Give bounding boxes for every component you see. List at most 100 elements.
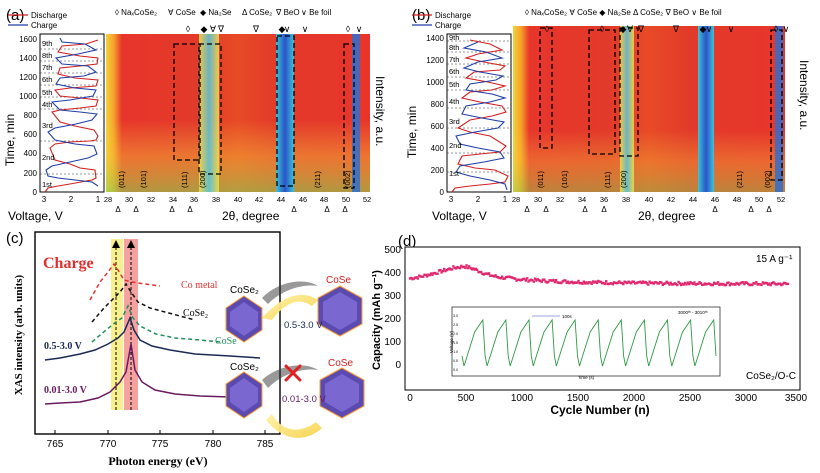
capacity-point — [610, 282, 613, 285]
inset-y-tick: 0.5 — [453, 359, 458, 363]
capacity-point — [757, 283, 761, 286]
capacity-point — [422, 275, 425, 278]
capacity-point — [781, 283, 784, 286]
panel-b-cycle-labels: 1st 2nd 3rd 4th 5th 6th 7th 8th 9th — [449, 33, 462, 178]
theta-tick: 40 — [645, 195, 653, 204]
capacity-point — [769, 283, 772, 287]
capacity-point — [674, 282, 678, 286]
capacity-point — [587, 281, 591, 284]
theta-tick: 32 — [147, 195, 155, 204]
x-tick: 2500 — [679, 393, 702, 404]
capacity-point — [511, 276, 514, 279]
capacity-point — [568, 281, 571, 285]
capacity-point — [552, 278, 555, 282]
scheme-arrow-bottom — [266, 414, 322, 438]
cycle-label: 2nd — [42, 153, 55, 162]
miller-index: (200) — [198, 170, 207, 188]
capacity-point — [487, 272, 491, 275]
panel-a-voltage-label: Voltage, V — [8, 209, 63, 223]
x-tick: 775 — [152, 439, 169, 450]
capacity-point — [719, 282, 722, 286]
svg-text:∀: ∀ — [210, 24, 217, 34]
cycle-label: 6th — [42, 75, 52, 84]
capacity-point — [483, 272, 487, 275]
capacity-point — [760, 283, 763, 287]
crystal-cose2-top — [225, 295, 263, 343]
capacity-point — [514, 277, 517, 280]
capacity-point — [541, 278, 545, 281]
inset-y-tick: 1.0 — [453, 350, 458, 354]
capacity-point — [647, 283, 650, 286]
svg-text:Δ: Δ — [524, 205, 530, 214]
capacity-point — [448, 267, 451, 270]
capacity-point — [612, 281, 616, 284]
capacity-point — [784, 282, 787, 285]
capacity-point — [549, 279, 553, 282]
x-tick: 780 — [205, 439, 222, 450]
capacity-point — [410, 276, 413, 280]
capacity-point — [752, 281, 755, 285]
phase-na2se: ◆ Na₂Se — [200, 8, 232, 17]
voltage-tick: 2 — [69, 195, 74, 204]
capacity-point — [543, 278, 546, 281]
capacity-point — [548, 279, 551, 282]
capacity-point — [773, 282, 776, 285]
capacity-point — [551, 279, 554, 282]
capacity-point — [577, 279, 580, 283]
phase-cose: ∀ CoSe — [168, 8, 196, 17]
capacity-point — [564, 279, 567, 282]
capacity-point — [664, 282, 667, 285]
capacity-point — [408, 277, 412, 280]
y-tick: 0 — [440, 188, 445, 197]
capacity-point — [765, 282, 768, 285]
svg-text:∇: ∇ — [217, 24, 225, 34]
capacity-point — [693, 281, 696, 284]
cycle-label: 1st — [449, 169, 460, 178]
capacity-point — [635, 281, 638, 285]
panel-d-rate: 15 A g⁻¹ — [756, 254, 793, 265]
y-tick: 200 — [24, 169, 38, 178]
capacity-point — [591, 280, 595, 283]
y-tick: 1400 — [19, 54, 37, 63]
capacity-point — [652, 282, 655, 285]
svg-text:◆: ◆ — [201, 24, 208, 34]
theta-tick: 36 — [600, 195, 608, 204]
capacity-point — [660, 281, 663, 284]
capacity-point — [759, 283, 762, 286]
capacity-point — [481, 272, 484, 275]
label-0-01-3-0-v: 0.01-3.0 V — [44, 385, 88, 396]
capacity-point — [637, 281, 641, 284]
capacity-point — [508, 275, 512, 279]
capacity-point — [558, 281, 562, 284]
y-tick: 1200 — [426, 56, 444, 65]
capacity-point — [479, 270, 483, 274]
capacity-point — [628, 281, 632, 284]
capacity-point — [524, 279, 528, 282]
capacity-point — [761, 281, 764, 284]
capacity-point — [595, 281, 599, 285]
scheme-swoosh-top — [262, 281, 318, 304]
voltage-tick: 1 — [96, 195, 101, 204]
capacity-point — [493, 275, 496, 278]
capacity-point — [657, 282, 660, 285]
miller-index: (111) — [180, 171, 189, 188]
y-tick: 300 — [384, 291, 401, 302]
capacity-point — [665, 280, 668, 283]
capacity-point — [411, 278, 414, 281]
capacity-point — [656, 282, 659, 285]
capacity-point — [423, 273, 426, 276]
capacity-point — [736, 282, 739, 285]
capacity-point — [431, 273, 434, 276]
capacity-point — [633, 282, 637, 285]
theta-tick: 50 — [755, 195, 763, 204]
capacity-point — [544, 280, 547, 283]
capacity-point — [676, 283, 679, 287]
panel-a-band-foil — [352, 34, 360, 192]
phase-na-x-cose2: ◊ NaₓCoSe₂ — [115, 8, 157, 17]
capacity-point — [518, 278, 521, 281]
capacity-point — [726, 281, 729, 285]
capacity-point — [435, 272, 438, 275]
capacity-point — [747, 282, 750, 286]
scheme-swoosh-bottom — [262, 365, 318, 388]
capacity-point — [626, 281, 629, 285]
